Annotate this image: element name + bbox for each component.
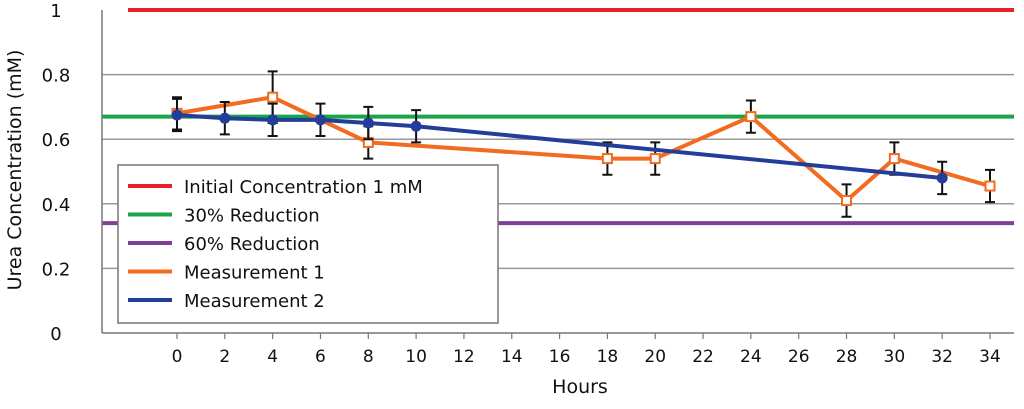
data-point bbox=[984, 180, 996, 192]
y-tick-label: 0.2 bbox=[42, 259, 71, 280]
x-tick-label: 10 bbox=[405, 347, 427, 367]
x-tick-label: 32 bbox=[931, 347, 953, 367]
x-tick-label: 28 bbox=[836, 347, 858, 367]
data-point bbox=[410, 120, 422, 132]
x-tick-label: 26 bbox=[788, 347, 810, 367]
data-point bbox=[267, 91, 279, 103]
data-point bbox=[888, 153, 900, 165]
x-tick-label: 22 bbox=[692, 347, 714, 367]
x-tick-label: 12 bbox=[453, 347, 475, 367]
x-axis-label: Hours bbox=[552, 376, 608, 398]
x-tick-label: 20 bbox=[644, 347, 666, 367]
y-tick-label: 0 bbox=[50, 324, 61, 345]
legend-box bbox=[117, 164, 499, 324]
y-tick-label: 0.4 bbox=[42, 195, 71, 216]
x-tick-labels: 0 2 4 6 8 10 12 14 16 18 20 22 24 26 28 30 32 34 bbox=[172, 333, 1001, 367]
data-point bbox=[219, 112, 231, 124]
data-point bbox=[267, 114, 279, 126]
axes bbox=[101, 10, 1014, 334]
data-series bbox=[171, 70, 996, 218]
legend-label: Measurement 1 bbox=[184, 263, 325, 284]
x-tick-label: 2 bbox=[219, 347, 230, 367]
data-point bbox=[745, 111, 757, 123]
x-tick-label: 30 bbox=[884, 347, 906, 367]
y-tick-label: 0.8 bbox=[42, 66, 71, 87]
y-tick-label: 0.6 bbox=[42, 130, 71, 151]
x-tick-label: 34 bbox=[979, 347, 1001, 367]
data-point bbox=[314, 114, 326, 126]
x-tick-label: 16 bbox=[549, 347, 571, 367]
data-point bbox=[841, 195, 853, 207]
legend-label: Measurement 2 bbox=[184, 291, 325, 312]
x-tick-label: 18 bbox=[597, 347, 619, 367]
legend: Initial Concentration 1 mM 30% Reduction 6… bbox=[117, 164, 499, 324]
data-point bbox=[171, 109, 183, 121]
data-point bbox=[936, 172, 948, 184]
x-tick-label: 0 bbox=[172, 347, 183, 367]
x-tick-label: 14 bbox=[501, 347, 523, 367]
y-axis-label: Urea Concentration (mM) bbox=[4, 50, 26, 291]
data-point bbox=[601, 153, 613, 165]
legend-label: Initial Concentration 1 mM bbox=[184, 177, 423, 198]
x-tick-label: 4 bbox=[267, 347, 278, 367]
y-tick-labels: 0 0.2 0.4 0.6 0.8 1 bbox=[42, 1, 71, 345]
legend-label: 60% Reduction bbox=[184, 234, 320, 255]
x-tick-label: 8 bbox=[363, 347, 374, 367]
x-tick-label: 24 bbox=[740, 347, 762, 367]
legend-label: 30% Reduction bbox=[184, 206, 320, 227]
y-tick-label: 1 bbox=[50, 1, 61, 22]
data-point bbox=[362, 117, 374, 129]
x-tick-label: 6 bbox=[315, 347, 326, 367]
data-point bbox=[649, 153, 661, 165]
